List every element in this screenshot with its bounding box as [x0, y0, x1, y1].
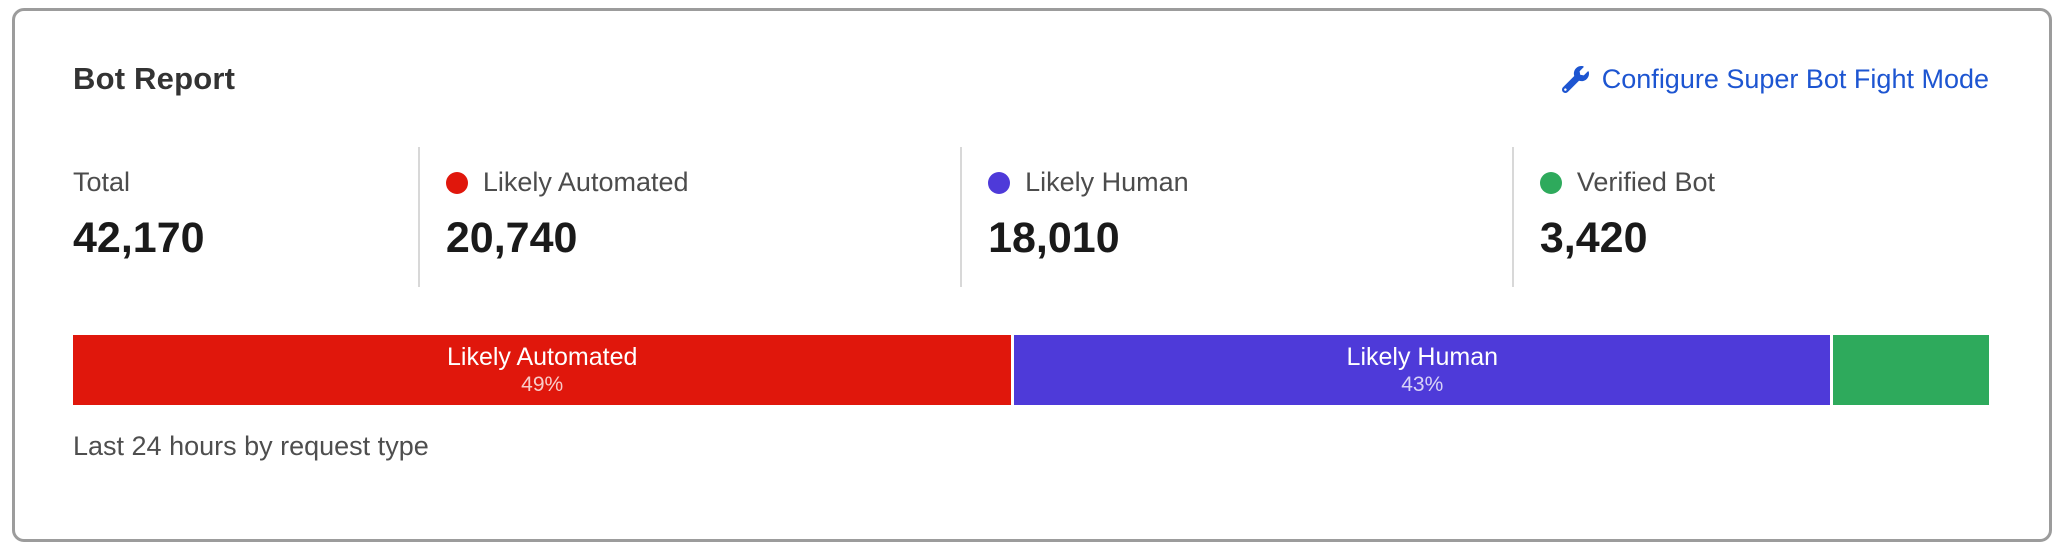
stat-label: Likely Human — [1025, 167, 1189, 197]
card-header: Bot Report Configure Super Bot Fight Mod… — [73, 61, 1989, 97]
stat-verified-bot: Verified Bot 3,420 — [1511, 147, 1989, 287]
segment-label: Likely Automated — [446, 343, 638, 372]
bar-segment-likely-human[interactable]: Likely Human 43% — [1014, 335, 1831, 405]
verified-bot-dot-icon — [1539, 171, 1562, 194]
stat-value: 42,170 — [73, 214, 205, 262]
bar-segment-verified-bot[interactable] — [1833, 335, 1990, 405]
likely-automated-dot-icon — [445, 171, 468, 194]
segment-percentage: 43% — [1401, 372, 1444, 396]
stat-value: 20,740 — [445, 214, 578, 262]
stat-label: Verified Bot — [1576, 167, 1715, 197]
stat-value: 3,420 — [1539, 214, 1648, 262]
bar-segment-likely-automated[interactable]: Likely Automated 49% — [73, 335, 1012, 405]
page-title: Bot Report — [73, 61, 236, 96]
stat-likely-automated: Likely Automated 20,740 — [417, 147, 960, 287]
likely-human-dot-icon — [988, 171, 1011, 194]
stat-label: Likely Automated — [482, 167, 689, 197]
stats-row: Total 42,170 Likely Automated 20,740 Lik… — [73, 147, 1989, 287]
segment-label: Likely Human — [1346, 343, 1498, 372]
segment-percentage: 49% — [521, 372, 564, 396]
card-footer-caption: Last 24 hours by request type — [73, 431, 429, 461]
bot-report-card: Bot Report Configure Super Bot Fight Mod… — [12, 8, 2052, 542]
stat-value: 18,010 — [988, 214, 1120, 262]
configure-super-bot-fight-mode-link[interactable]: Configure Super Bot Fight Mode — [1561, 63, 1989, 95]
request-type-distribution-bar: Likely Automated 49% Likely Human 43% — [73, 335, 1990, 405]
configure-link-label: Configure Super Bot Fight Mode — [1601, 63, 1989, 94]
stat-likely-human: Likely Human 18,010 — [960, 147, 1512, 287]
wrench-icon — [1561, 65, 1589, 93]
stat-label: Total — [73, 167, 131, 197]
stat-total: Total 42,170 — [73, 147, 418, 287]
